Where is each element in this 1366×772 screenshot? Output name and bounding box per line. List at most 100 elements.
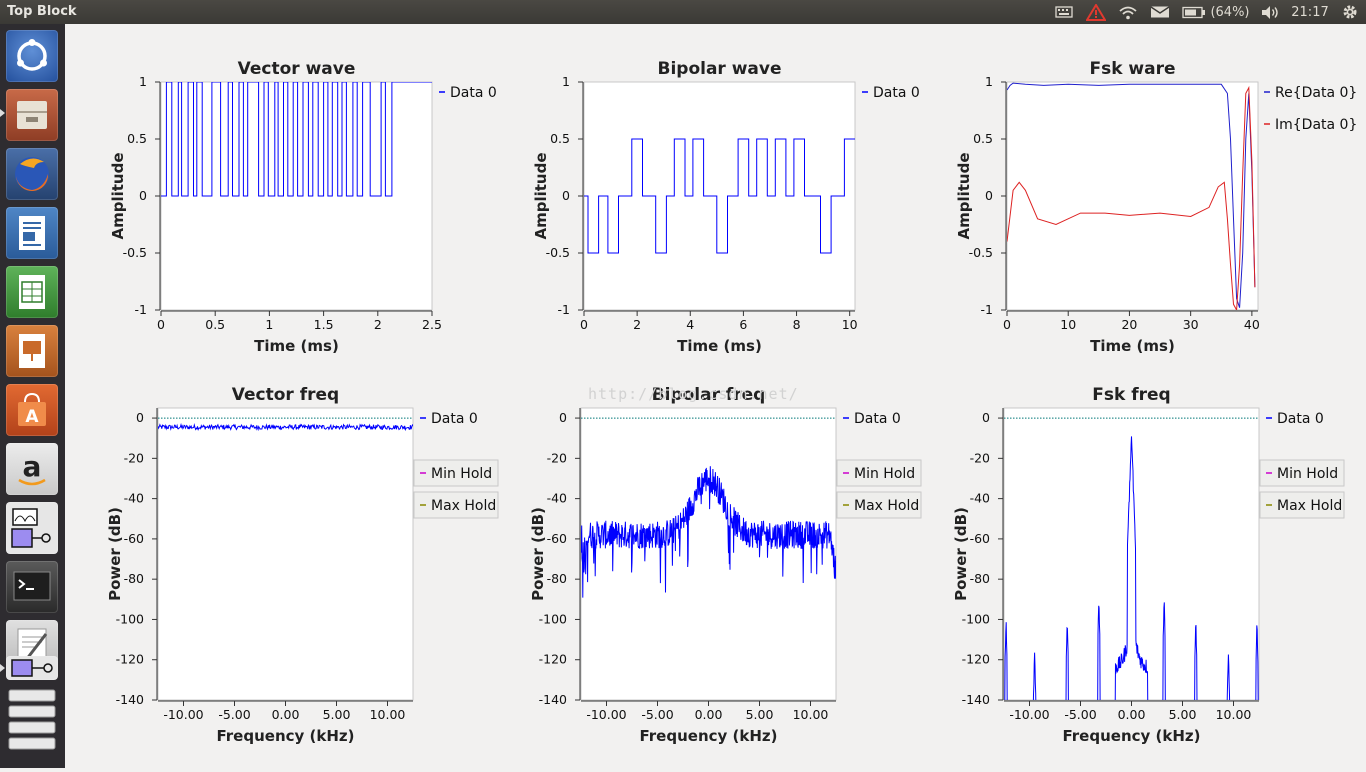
- legend-button-bg: [836, 459, 922, 487]
- y-tick-label: 0.5: [127, 131, 147, 146]
- y-tick-label: -40: [124, 491, 144, 506]
- y-tick-label: -100: [962, 611, 990, 626]
- y-tick-label: 0: [559, 410, 567, 425]
- y-tick-label: 0: [985, 188, 993, 203]
- y-tick-label: -0.5: [546, 245, 570, 260]
- plot-title: Vector freq: [232, 385, 339, 405]
- y-tick-label: -120: [962, 652, 990, 667]
- plot-series-group: [161, 82, 432, 197]
- x-tick-label: 0.00: [695, 707, 723, 722]
- plot-series-group: [581, 417, 836, 598]
- x-tick-label: -5.00: [218, 707, 250, 722]
- y-tick-label: 0: [982, 410, 990, 425]
- mail-icon[interactable]: [1149, 3, 1171, 21]
- x-tick-label: 0: [157, 317, 165, 332]
- launcher: A a: [0, 24, 65, 768]
- y-axis-label: Power (dB): [529, 507, 547, 601]
- plot-5: Fsk freq -10.00 -5.00 0.00 5.00 10.00 0 -20 -40 -…: [952, 385, 1345, 745]
- libreoffice-writer-icon[interactable]: [6, 207, 58, 259]
- workspace-stack-icon[interactable]: [6, 684, 58, 764]
- ubuntu-dash-icon[interactable]: [6, 30, 58, 82]
- y-tick-label: -0.5: [123, 245, 147, 260]
- x-tick-label: -5.00: [1064, 707, 1096, 722]
- y-axis-label: Amplitude: [532, 152, 550, 239]
- y-tick-label: 0.5: [973, 131, 993, 146]
- x-tick-label: -10.00: [586, 707, 626, 722]
- x-tick-label: -5.00: [641, 707, 673, 722]
- y-tick-label: -1: [558, 302, 570, 317]
- y-axis-label: Power (dB): [106, 507, 124, 601]
- x-tick-label: 10.00: [1216, 707, 1252, 722]
- libreoffice-calc-icon[interactable]: [6, 266, 58, 318]
- y-tick-label: -20: [970, 450, 990, 465]
- legend-button-bg: [413, 459, 499, 487]
- plot-0: Vector wave 0 0.5 1 1.5 2 2.5 1 0.5 0 -0.5 -1 Time (…: [109, 59, 497, 355]
- series-line: [158, 422, 413, 432]
- plot-1: Bipolar wave 0 2 4 6 8 10 1 0.5 0 -0.5 -1 Time (ms) A…: [532, 59, 920, 355]
- x-tick-label: 2: [633, 317, 641, 332]
- settings-gear-icon[interactable]: [1340, 3, 1360, 21]
- legend-label: Min Hold: [431, 466, 492, 482]
- terminal-icon[interactable]: [6, 561, 58, 613]
- keyboard-icon[interactable]: [1054, 3, 1074, 21]
- legend-label: Max Hold: [854, 498, 919, 514]
- clock[interactable]: 21:17: [1291, 4, 1329, 20]
- legend-item: Max Hold: [836, 491, 922, 519]
- top-panel: Top Block (64%) 21:17: [0, 0, 1366, 24]
- y-tick-label: -1: [981, 302, 993, 317]
- plot-title: Bipolar wave: [657, 59, 781, 79]
- volume-icon[interactable]: [1259, 3, 1281, 21]
- y-tick-label: 1: [985, 74, 993, 89]
- x-tick-label: 2.5: [422, 317, 442, 332]
- x-axis-label: Frequency (kHz): [1063, 727, 1201, 745]
- y-tick-label: -120: [116, 652, 144, 667]
- legend-button-bg: [413, 491, 499, 519]
- legend-label: Data 0: [854, 411, 901, 427]
- y-tick-label: -80: [547, 571, 567, 586]
- legend-button-bg: [1259, 491, 1345, 519]
- x-tick-label: 1.5: [314, 317, 334, 332]
- y-tick-label: -0.5: [969, 245, 993, 260]
- x-tick-label: -10.00: [1009, 707, 1049, 722]
- alert-icon[interactable]: [1086, 3, 1106, 21]
- series-line: [1007, 82, 1256, 308]
- legend-label: Data 0: [450, 85, 497, 101]
- x-tick-label: 2: [374, 317, 382, 332]
- x-axis-label: Frequency (kHz): [640, 727, 778, 745]
- svg-text:A: A: [25, 407, 39, 427]
- x-tick-label: 5.00: [323, 707, 351, 722]
- plot-canvas: [1006, 81, 1259, 311]
- x-tick-label: 10: [1060, 317, 1076, 332]
- legend-label: Min Hold: [1277, 466, 1338, 482]
- legend-item: Im{Data 0}: [1264, 117, 1357, 133]
- y-tick-label: -100: [539, 611, 567, 626]
- x-tick-label: 0.00: [1118, 707, 1146, 722]
- series-line: [161, 82, 432, 197]
- wifi-icon[interactable]: [1117, 3, 1139, 21]
- x-tick-label: 0: [1003, 317, 1011, 332]
- watermark-text: http://blog.csdn.net/: [588, 385, 799, 403]
- file-manager-icon[interactable]: [6, 89, 58, 141]
- amazon-icon[interactable]: a: [6, 443, 58, 495]
- gnuradio-flowgraph-icon[interactable]: [6, 656, 58, 680]
- plot-title: Fsk ware: [1089, 59, 1175, 79]
- software-center-icon[interactable]: A: [6, 384, 58, 436]
- battery-icon[interactable]: [1181, 3, 1207, 21]
- legend-item: Max Hold: [1259, 491, 1345, 519]
- legend-label: Max Hold: [1277, 498, 1342, 514]
- x-tick-label: 4: [686, 317, 694, 332]
- legend-label: Data 0: [431, 411, 478, 427]
- battery-percent[interactable]: (64%): [1210, 4, 1250, 20]
- legend-item: Re{Data 0}: [1264, 85, 1357, 101]
- y-tick-label: -140: [962, 692, 990, 707]
- firefox-icon[interactable]: [6, 148, 58, 200]
- y-tick-label: -20: [547, 450, 567, 465]
- gnuradio-companion-icon[interactable]: [6, 502, 58, 554]
- x-tick-label: 5.00: [1169, 707, 1197, 722]
- libreoffice-impress-icon[interactable]: [6, 325, 58, 377]
- y-axis-label: Amplitude: [109, 152, 127, 239]
- legend-label: Min Hold: [854, 466, 915, 482]
- x-tick-label: 6: [739, 317, 747, 332]
- y-axis-label: Amplitude: [955, 152, 973, 239]
- x-tick-label: 0.5: [205, 317, 225, 332]
